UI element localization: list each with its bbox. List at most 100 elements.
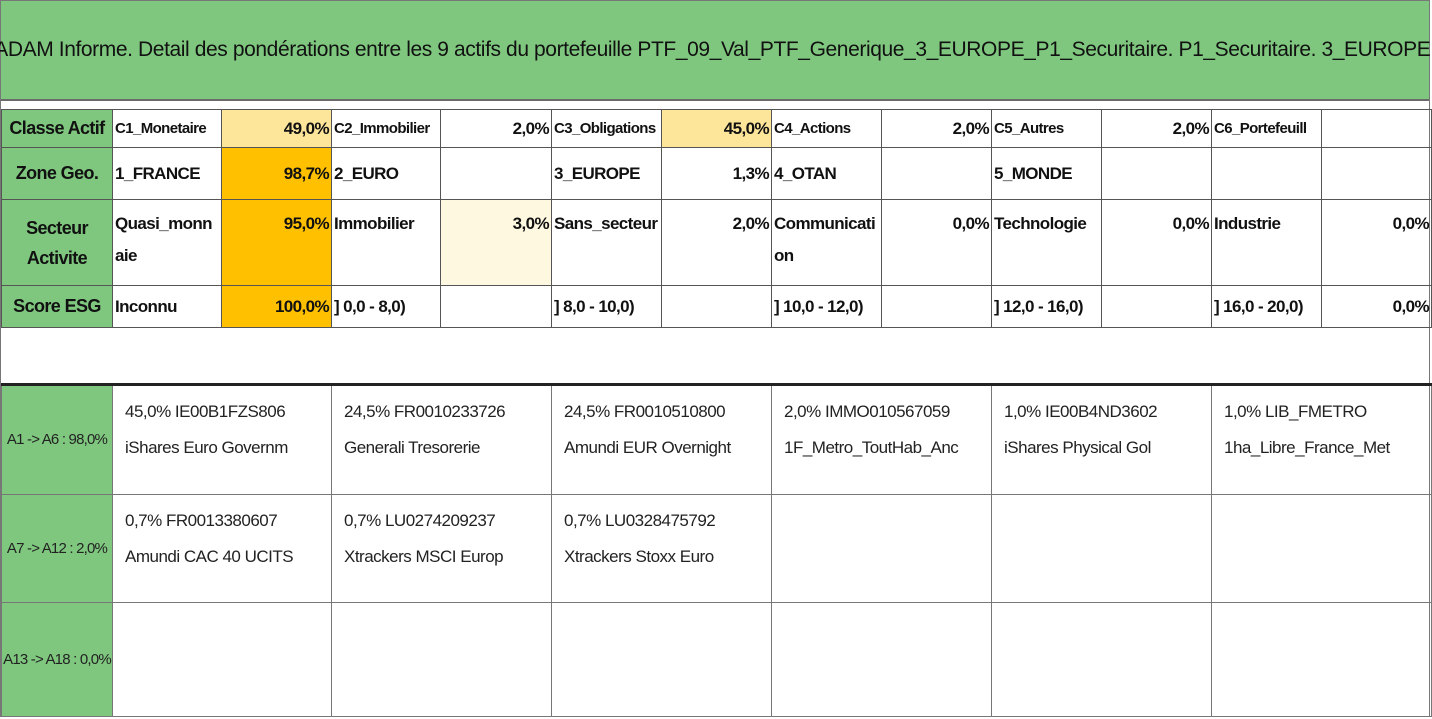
row-label-score-esg: Score ESG [1, 285, 113, 328]
asset-cell[interactable] [112, 602, 332, 717]
score-esg-row: Score ESG Inconnu 100,0% ] 0,0 - 8,0) ] … [1, 285, 1432, 328]
asset-cell[interactable] [1211, 494, 1432, 603]
cell-name[interactable]: Technologie [991, 199, 1102, 286]
row-label-classe-actif: Classe Actif [1, 109, 113, 148]
asset-weight-isin: 0,7% LU0328475792 [564, 511, 716, 530]
asset-name: Xtrackers MSCI Europ [344, 547, 504, 566]
cell-name[interactable]: C6_Portefeuill [1211, 109, 1322, 148]
cell-pct[interactable]: 2,0% [440, 109, 552, 148]
cell-name[interactable]: C5_Autres [991, 109, 1102, 148]
cell-name[interactable]: 4_OTAN [771, 147, 882, 200]
asset-cell[interactable] [1211, 602, 1432, 717]
asset-name: Amundi EUR Overnight [564, 438, 731, 457]
cell-pct[interactable]: 100,0% [221, 285, 332, 328]
cell-pct[interactable]: 0,0% [881, 199, 992, 286]
asset-cell[interactable]: 0,7% LU0328475792 Xtrackers Stoxx Euro [551, 494, 772, 603]
cell-name[interactable]: Immobilier [331, 199, 441, 286]
asset-weight-isin: 1,0% IE00B4ND3602 [1004, 402, 1158, 421]
cell-pct[interactable] [1321, 109, 1432, 148]
row-label-secteur: Secteur Activite [1, 199, 113, 286]
asset-name: iShares Euro Governm [125, 438, 288, 457]
cell-pct[interactable] [1101, 147, 1212, 200]
cell-name[interactable]: ] 10,0 - 12,0) [771, 285, 882, 328]
asset-cell[interactable] [771, 602, 992, 717]
asset-name: 1ha_Libre_France_Met [1224, 438, 1390, 457]
cell-name[interactable]: C4_Actions [771, 109, 882, 148]
cell-name[interactable]: C1_Monetaire [112, 109, 222, 148]
cell-pct[interactable] [440, 285, 552, 328]
classe-actif-row: Classe Actif C1_Monetaire 49,0% C2_Immob… [1, 109, 1432, 148]
asset-cell[interactable]: 0,7% LU0274209237 Xtrackers MSCI Europ [331, 494, 552, 603]
cell-name[interactable]: Industrie [1211, 199, 1322, 286]
cell-pct[interactable]: 1,3% [661, 147, 772, 200]
cell-pct[interactable]: 0,0% [1101, 199, 1212, 286]
asset-cell[interactable] [331, 602, 552, 717]
cell-pct[interactable]: 2,0% [881, 109, 992, 148]
cell-pct[interactable] [881, 147, 992, 200]
asset-cell[interactable]: 1,0% LIB_FMETRO 1ha_Libre_France_Met [1211, 384, 1432, 495]
asset-cell[interactable] [551, 602, 772, 717]
cell-pct[interactable]: 0,0% [1321, 285, 1432, 328]
cell-name[interactable]: ] 12,0 - 16,0) [991, 285, 1102, 328]
asset-name: Generali Tresorerie [344, 438, 481, 457]
cell-pct[interactable] [881, 285, 992, 328]
cell-name[interactable]: C3_Obligations [551, 109, 662, 148]
cell-name[interactable] [1211, 147, 1322, 200]
asset-cell[interactable] [771, 494, 992, 603]
cell-pct[interactable]: 95,0% [221, 199, 332, 286]
cell-name[interactable]: 2_EURO [331, 147, 441, 200]
row-label-a1-a6: A1 -> A6 : 98,0% [1, 384, 113, 495]
cell-pct[interactable] [440, 147, 552, 200]
cell-name[interactable]: Quasi_monnaie [112, 199, 222, 286]
cell-name[interactable]: Inconnu [112, 285, 222, 328]
asset-name: 1F_Metro_ToutHab_Anc [784, 438, 959, 457]
cell-pct[interactable]: 49,0% [221, 109, 332, 148]
asset-cell[interactable]: 0,7% FR0013380607 Amundi CAC 40 UCITS [112, 494, 332, 603]
row-label-zone-geo: Zone Geo. [1, 147, 113, 200]
asset-cell[interactable]: 2,0% IMMO010567059 1F_Metro_ToutHab_Anc [771, 384, 992, 495]
asset-cell[interactable] [991, 494, 1212, 603]
asset-cell[interactable]: 24,5% FR0010510800 Amundi EUR Overnight [551, 384, 772, 495]
assets-table: A1 -> A6 : 98,0% 45,0% IE00B1FZS806 iShar… [1, 383, 1432, 717]
cell-pct[interactable]: 2,0% [661, 199, 772, 286]
cell-name[interactable]: Sans_secteur [551, 199, 662, 286]
cell-name[interactable]: Communication [771, 199, 882, 286]
assets-row-a7-a12: A7 -> A12 : 2,0% 0,7% FR0013380607 Amundi… [1, 494, 1432, 603]
cell-pct[interactable] [1101, 285, 1212, 328]
cell-name[interactable]: 1_FRANCE [112, 147, 222, 200]
cell-pct[interactable]: 0,0% [1321, 199, 1432, 286]
cell-pct[interactable]: 98,7% [221, 147, 332, 200]
asset-weight-isin: 45,0% IE00B1FZS806 [125, 402, 286, 421]
secteur-row: Secteur Activite Quasi_monnaie 95,0% Imm… [1, 199, 1432, 286]
asset-weight-isin: 0,7% LU0274209237 [344, 511, 496, 530]
asset-name: iShares Physical Gol [1004, 438, 1151, 457]
summary-table: Classe Actif C1_Monetaire 49,0% C2_Immob… [1, 109, 1432, 328]
cell-pct[interactable]: 45,0% [661, 109, 772, 148]
asset-weight-isin: 1,0% LIB_FMETRO [1224, 402, 1367, 421]
cell-name[interactable]: 3_EUROPE [551, 147, 662, 200]
cell-pct[interactable]: 3,0% [440, 199, 552, 286]
asset-cell[interactable]: 1,0% IE00B4ND3602 iShares Physical Gol [991, 384, 1212, 495]
asset-weight-isin: 24,5% FR0010510800 [564, 402, 726, 421]
cell-name[interactable]: C2_Immobilier [331, 109, 441, 148]
assets-row-a1-a6: A1 -> A6 : 98,0% 45,0% IE00B1FZS806 iShar… [1, 384, 1432, 495]
row-label-a7-a12: A7 -> A12 : 2,0% [1, 494, 113, 603]
cell-pct[interactable] [1321, 147, 1432, 200]
assets-row-a13-a18: A13 -> A18 : 0,0% [1, 602, 1432, 717]
cell-pct[interactable]: 2,0% [1101, 109, 1212, 148]
asset-name: Xtrackers Stoxx Euro [564, 547, 714, 566]
asset-cell[interactable]: 45,0% IE00B1FZS806 iShares Euro Governm [112, 384, 332, 495]
asset-cell[interactable]: 24,5% FR0010233726 Generali Tresorerie [331, 384, 552, 495]
asset-cell[interactable] [991, 602, 1212, 717]
row-label-a13-a18: A13 -> A18 : 0,0% [1, 602, 113, 717]
cell-name[interactable]: ] 0,0 - 8,0) [331, 285, 441, 328]
cell-name[interactable]: ] 16,0 - 20,0) [1211, 285, 1322, 328]
cell-name[interactable]: ] 8,0 - 10,0) [551, 285, 662, 328]
asset-name: Amundi CAC 40 UCITS [125, 547, 294, 566]
cell-name[interactable]: 5_MONDE [991, 147, 1102, 200]
report-title: ADAM Informe. Detail des pondérations en… [0, 1, 1432, 101]
zone-geo-row: Zone Geo. 1_FRANCE 98,7% 2_EURO 3_EUROPE… [1, 147, 1432, 200]
cell-pct[interactable] [661, 285, 772, 328]
asset-weight-isin: 2,0% IMMO010567059 [784, 402, 950, 421]
